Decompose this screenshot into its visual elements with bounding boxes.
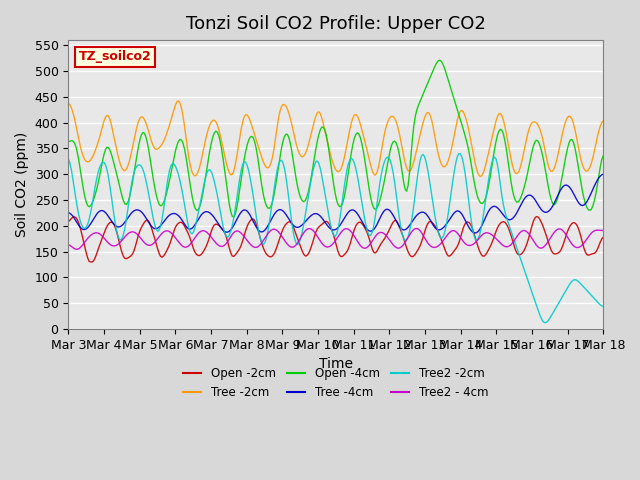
Text: TZ_soilco2: TZ_soilco2 [79,50,152,63]
Legend: Open -2cm, Tree -2cm, Open -4cm, Tree -4cm, Tree2 -2cm, Tree2 - 4cm: Open -2cm, Tree -2cm, Open -4cm, Tree -4… [179,363,493,404]
Title: Tonzi Soil CO2 Profile: Upper CO2: Tonzi Soil CO2 Profile: Upper CO2 [186,15,486,33]
X-axis label: Time: Time [319,357,353,372]
Y-axis label: Soil CO2 (ppm): Soil CO2 (ppm) [15,132,29,237]
